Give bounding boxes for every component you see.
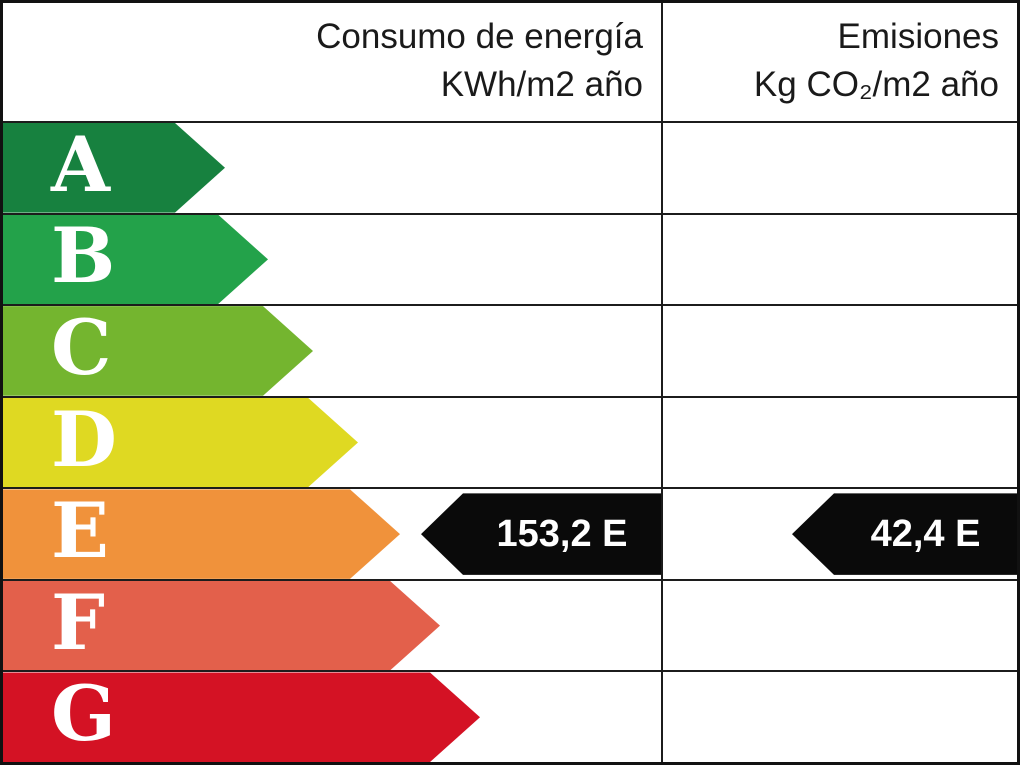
emissions-cell — [663, 398, 1017, 488]
consumption-cell: D — [3, 397, 663, 488]
consumption-cell: C — [3, 306, 663, 396]
rating-letter: F — [51, 580, 105, 667]
rating-band-arrow: G — [3, 672, 480, 762]
rating-band-arrow: C — [3, 306, 313, 396]
consumption-column-header: Consumo de energía KWh/m2 año — [3, 3, 663, 121]
rating-band-arrow: B — [3, 215, 268, 305]
consumption-header-line1: Consumo de energía — [316, 17, 643, 56]
consumption-cell: B — [3, 214, 663, 305]
rating-row: B — [3, 214, 1017, 307]
consumption-cell: E 153,2 E — [3, 489, 663, 579]
rating-letter: G — [51, 672, 116, 759]
rating-row: D — [3, 397, 1017, 490]
consumption-header-line2: KWh/m2 año — [440, 65, 643, 105]
emissions-value-arrow: 42,4 E — [792, 493, 1017, 575]
emissions-cell — [663, 672, 1017, 762]
consumption-cell: G — [3, 672, 663, 762]
rating-letter: A — [51, 123, 110, 209]
emissions-value: 42,4 E — [870, 512, 981, 555]
rating-letter: B — [51, 214, 116, 301]
consumption-value-arrow: 153,2 E — [421, 493, 661, 575]
rating-letter: C — [51, 306, 112, 392]
consumption-cell: A — [3, 123, 663, 213]
rating-band-arrow: D — [3, 398, 358, 488]
emissions-cell: 42,4 E — [663, 489, 1017, 579]
emissions-cell — [663, 306, 1017, 396]
emissions-cell — [663, 215, 1017, 305]
table-header: Consumo de energía KWh/m2 año Emisiones … — [3, 3, 1017, 123]
emissions-column-header: Emisiones Kg CO₂/m2 año — [663, 3, 1017, 121]
rating-rows: A B C D E 153 — [3, 123, 1017, 762]
emissions-header-line1: Emisiones — [837, 17, 999, 56]
rating-row: A — [3, 123, 1017, 215]
emissions-header-line2: Kg CO₂/m2 año — [753, 65, 999, 105]
rating-row: F — [3, 580, 1017, 673]
rating-row: G — [3, 672, 1017, 762]
consumption-value: 153,2 E — [496, 512, 628, 555]
rating-band-arrow: E — [3, 489, 400, 579]
rating-band-arrow: F — [3, 581, 440, 671]
consumption-cell: F — [3, 580, 663, 671]
emissions-cell — [663, 581, 1017, 671]
emissions-cell — [663, 123, 1017, 213]
rating-band-arrow: A — [3, 123, 225, 213]
rating-row: C — [3, 306, 1017, 398]
rating-letter: E — [51, 489, 109, 576]
rating-row: E 153,2 E 42,4 E — [3, 489, 1017, 581]
rating-letter: D — [51, 397, 117, 484]
